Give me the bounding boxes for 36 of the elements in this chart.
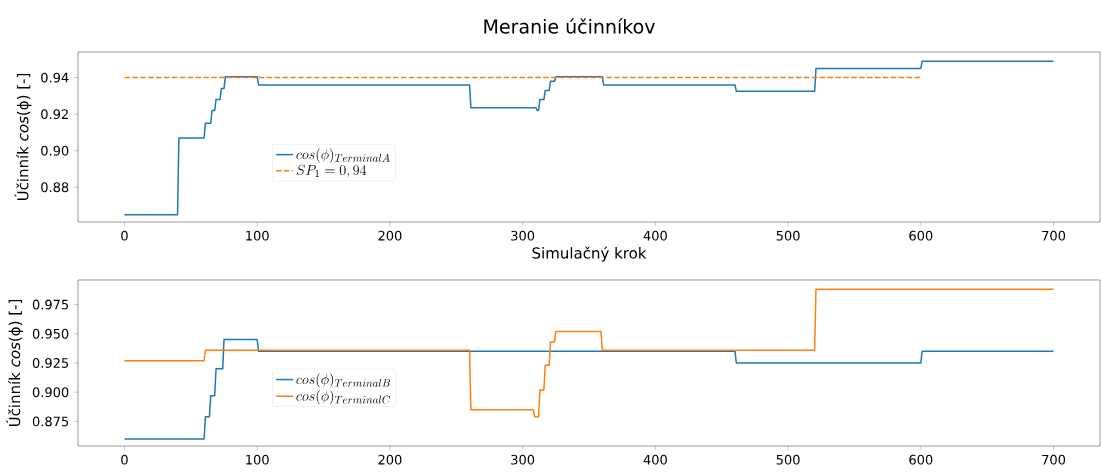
x-tick-label: 0 (121, 230, 128, 241)
x-tick-label: 600 (909, 454, 933, 465)
x-tick-label: 400 (643, 454, 667, 465)
chart-title: Meranie účinníkov (484, 18, 655, 34)
y-axis-title: Účinník cos(ϕ) [-] (14, 73, 32, 201)
x-tick-label: 700 (1042, 454, 1066, 465)
y-tick-label: 0.94 (41, 72, 69, 83)
legend-label: $cos(\phi)_{TerminalB}$ (296, 373, 391, 388)
y-tick-label: 0.875 (32, 416, 69, 427)
legend-label: $SP_1 = 0,94$ (296, 164, 367, 178)
x-axis-title: Simulačný krok (532, 246, 647, 262)
x-tick-label: 600 (909, 230, 933, 241)
x-tick-label: 200 (378, 454, 402, 465)
y-tick-label: 0.900 (32, 387, 69, 398)
line-series (123, 60, 1055, 216)
x-tick-label: 100 (246, 454, 269, 465)
x-tick-label: 500 (776, 454, 800, 465)
line-series (123, 338, 1055, 440)
x-tick-label: 0 (121, 454, 128, 465)
line-series (123, 288, 1055, 418)
x-tick-label: 400 (643, 230, 667, 241)
x-tick-label: 300 (511, 454, 535, 465)
x-tick-label: 300 (511, 230, 535, 241)
legend-label: $cos(\phi)_{TerminalC}$ (296, 389, 391, 405)
x-tick-label: 200 (378, 230, 402, 241)
x-tick-label: 100 (246, 230, 269, 241)
x-tick-label: 500 (776, 230, 800, 241)
y-tick-label: 0.925 (32, 358, 69, 368)
legend-label: $cos(\phi)_{TerminalA}$ (296, 148, 390, 163)
x-tick-label: 700 (1042, 230, 1066, 241)
y-tick-label: 0.950 (32, 328, 69, 339)
y-tick-label: 0.90 (41, 145, 69, 156)
y-tick-label: 0.92 (41, 109, 68, 120)
y-tick-label: 0.975 (32, 299, 69, 310)
y-axis-title: Účinník cos(ϕ) [-] (6, 299, 24, 427)
y-tick-label: 0.88 (41, 182, 69, 193)
